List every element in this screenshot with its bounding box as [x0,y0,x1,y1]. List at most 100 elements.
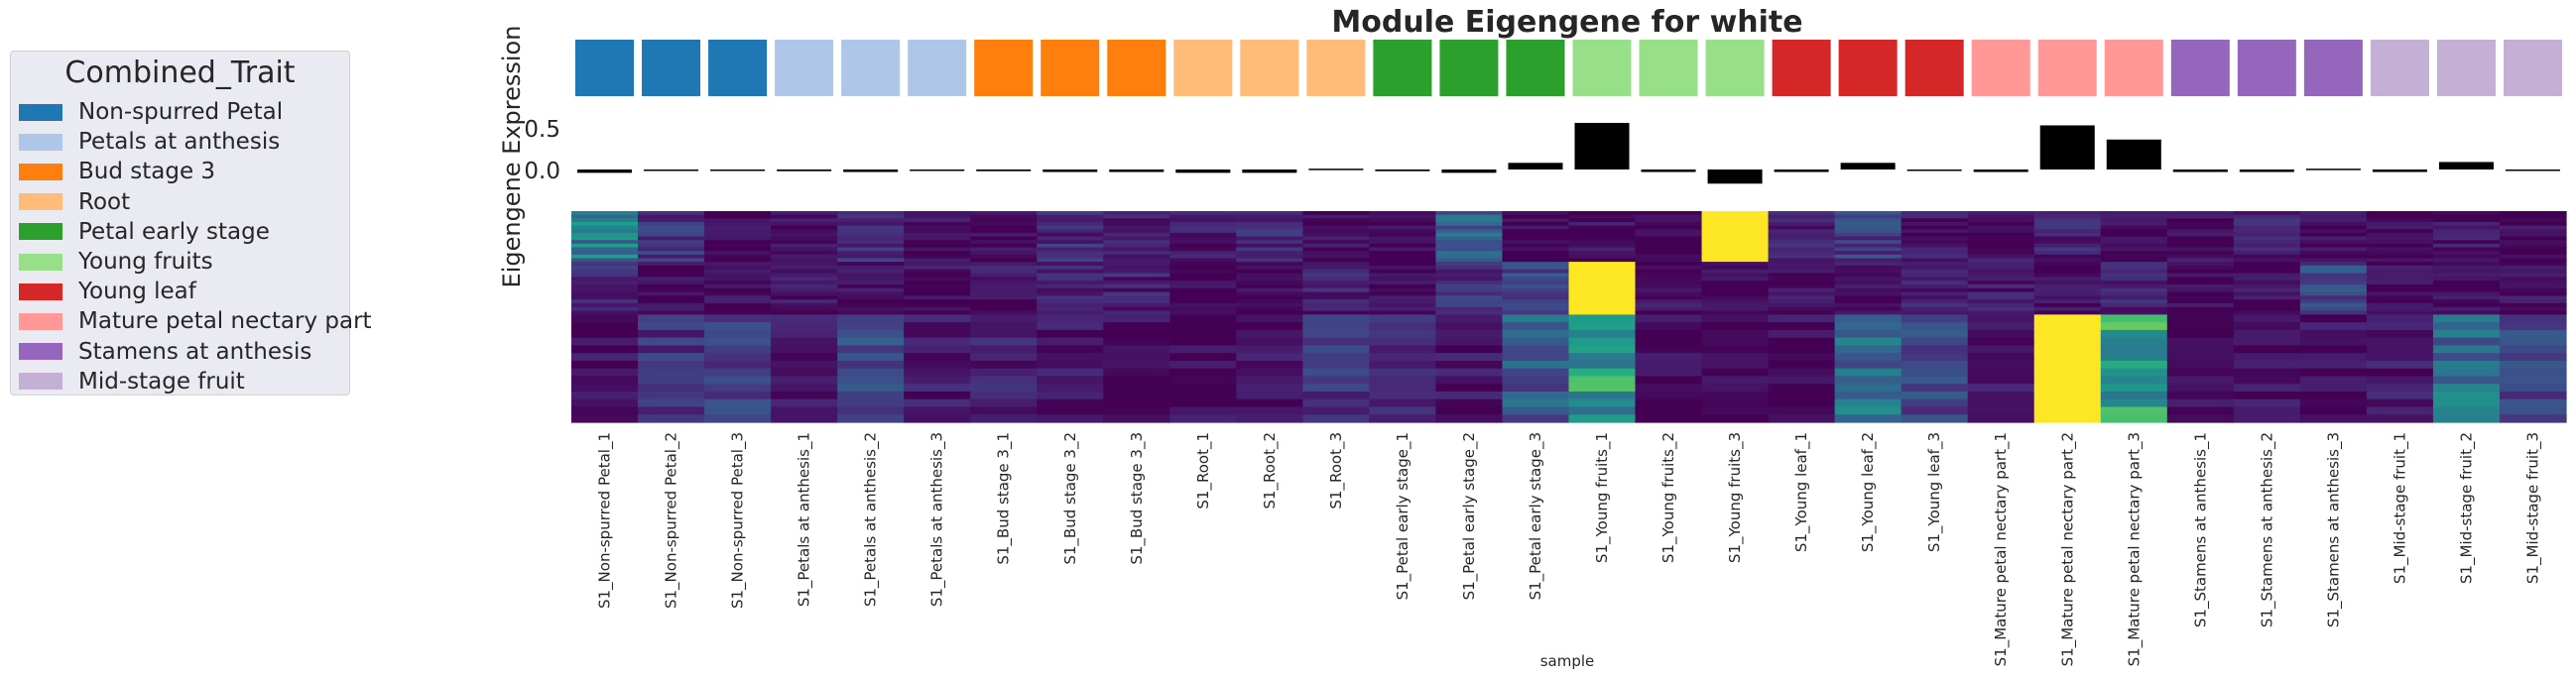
heatmap-cell [1701,269,1770,275]
heatmap-cell [1635,258,1703,263]
heatmap-cell [1901,360,1969,370]
heatmap-cell [1701,291,1770,296]
heatmap-cell [837,283,905,289]
heatmap-cell [1302,398,1370,408]
heatmap-cell [1502,283,1570,289]
heatmap-cell [1302,269,1370,275]
heatmap-cell [1302,295,1370,300]
trait-cell [1838,40,1898,96]
heatmap-cell [771,337,838,347]
heatmap-cell [1568,337,1637,347]
heatmap-cell [1901,269,1969,275]
heatmap-cell [2432,414,2501,423]
heatmap-cell [638,376,705,385]
heatmap-cell [1635,281,1703,285]
heatmap-cell [1967,391,2035,400]
heatmap-cell [904,283,971,289]
heatmap-cell [2432,287,2501,293]
heatmap-cell [1701,229,1770,234]
heatmap-cell [2366,337,2434,347]
heatmap-cell [2499,314,2567,323]
heatmap-cell [1369,211,1437,216]
heatmap-cell [1701,221,1770,227]
heatmap-cell [2033,281,2102,285]
heatmap-cell [970,277,1038,282]
heatmap-cell [2233,218,2301,223]
heatmap-cell [2432,302,2501,308]
heatmap-cell [1369,302,1437,308]
trait-cell [708,40,768,96]
heatmap-cell [1302,281,1370,285]
heatmap-cell [2299,240,2368,245]
heatmap-cell [2299,247,2368,252]
heatmap-cell [2166,384,2235,393]
heatmap-cell [2233,287,2301,293]
heatmap-cell [837,314,905,323]
heatmap-cell [1701,414,1770,423]
heatmap-cell [1768,232,1836,238]
heatmap-cell [1369,214,1437,219]
heatmap-cell [1369,322,1437,331]
heatmap-cell [704,295,772,300]
heatmap-cell [2432,229,2501,234]
heatmap-cell [837,299,905,304]
heatmap-cell [1369,229,1437,234]
heatmap-cell [904,269,971,275]
heatmap-cell [1768,314,1836,323]
heatmap-cell [1037,221,1104,227]
heatmap-cell [904,247,971,252]
legend-swatch [19,312,62,330]
sample-tick-label: S1_Root_3 [1327,432,1346,509]
heatmap-cell [2233,229,2301,234]
heatmap-cell [1701,391,1770,400]
heatmap-cell [1435,251,1504,256]
heatmap-cell [771,329,838,339]
heatmap-cell [704,277,772,282]
sample-tick-label: S1_Non-spurred Petal_1 [596,432,615,609]
heatmap-cell [970,291,1038,296]
heatmap-cell [904,251,971,256]
heatmap-cell [1768,353,1836,362]
heatmap-cell [1236,283,1303,289]
heatmap-cell [970,295,1038,300]
heatmap-cell [704,225,772,230]
heatmap-cell [1369,232,1437,238]
heatmap-cell [2299,306,2368,312]
heatmap-cell [2432,314,2501,323]
heatmap-cell [571,376,639,385]
heatmap-cell [904,314,971,323]
heatmap-cell [1502,277,1570,282]
heatmap-cell [1435,345,1504,354]
sample-tick-label: S1_Root_2 [1261,432,1280,509]
heatmap-cell [1435,283,1504,289]
trait-cell [775,40,834,96]
trait-cell [1705,40,1765,96]
heatmap-cell [2100,287,2168,293]
heatmap-cell [1834,398,1902,408]
heatmap-cell [771,218,838,223]
heatmap-cell [1901,225,1969,230]
heatmap-cell [837,353,905,362]
legend-item: Young fruits [19,248,213,276]
heatmap-cell [1302,368,1370,378]
heatmap-cell [837,251,905,256]
heatmap-cell [1701,314,1770,323]
heatmap-cell [904,236,971,241]
heatmap-cell [1568,287,1637,293]
heatmap-cell [2100,218,2168,223]
heatmap-cell [1967,211,2035,216]
heatmap-cell [1768,287,1836,293]
heatmap-cell [1502,360,1570,370]
heatmap-cell [2432,269,2501,275]
heatmap-cell [771,360,838,370]
heatmap-cell [771,221,838,227]
heatmap-cell [1901,211,1969,216]
heatmap-cell [1103,265,1170,271]
heatmap-cell [837,360,905,370]
heatmap-cell [771,229,838,234]
heatmap-cell [1834,218,1902,223]
heatmap-cell [771,262,838,267]
heatmap-cell [1169,337,1237,347]
sample-tick-label: S1_Young fruits_1 [1593,432,1612,563]
heatmap-cell [837,329,905,339]
